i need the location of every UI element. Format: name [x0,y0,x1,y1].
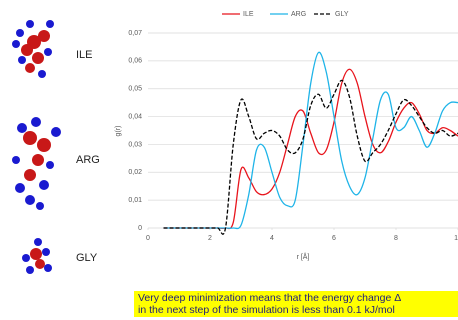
x-tick-label: 0 [146,235,150,242]
x-tick-label: 10 [454,235,458,242]
molecule-label: ARG [76,154,100,166]
y-tick-label: 0,03 [128,141,142,148]
molecule-arg [12,117,61,210]
x-tick-label: 4 [270,235,274,242]
legend-label: GLY [335,11,349,18]
x-tick-label: 8 [394,235,398,242]
legend-label: ILE [243,11,254,18]
x-axis-title: r [Å] [297,252,310,261]
legend-label: ARG [291,11,306,18]
molecule-ile [12,20,54,78]
note-line: Very deep minimization means that the en… [138,292,401,304]
y-tick-label: 0,06 [128,58,142,65]
y-axis-title: g(r) [115,126,122,137]
y-tick-label: 0,02 [128,169,142,176]
page: {"molecule_labels": ["ILE", "ARG", "GLY"… [0,0,458,320]
y-tick-label: 0,01 [128,197,142,204]
molecule-label: GLY [76,252,98,264]
y-tick-label: 0,04 [128,113,142,120]
series-line [164,69,458,228]
series-line [164,52,458,228]
x-tick-label: 6 [332,235,336,242]
note-line: in the next step of the simulation is le… [138,304,395,316]
series-line [164,80,458,234]
y-tick-label: 0,05 [128,86,142,93]
molecule-label: ILE [76,49,93,61]
molecule-gly [22,238,52,274]
y-tick-label: 0 [138,225,142,232]
y-tick-label: 0,07 [128,30,142,37]
chart: ILE ARG GLY r [Å] g(r) Very deep minimiz… [0,0,458,320]
x-tick-label: 2 [208,235,212,242]
